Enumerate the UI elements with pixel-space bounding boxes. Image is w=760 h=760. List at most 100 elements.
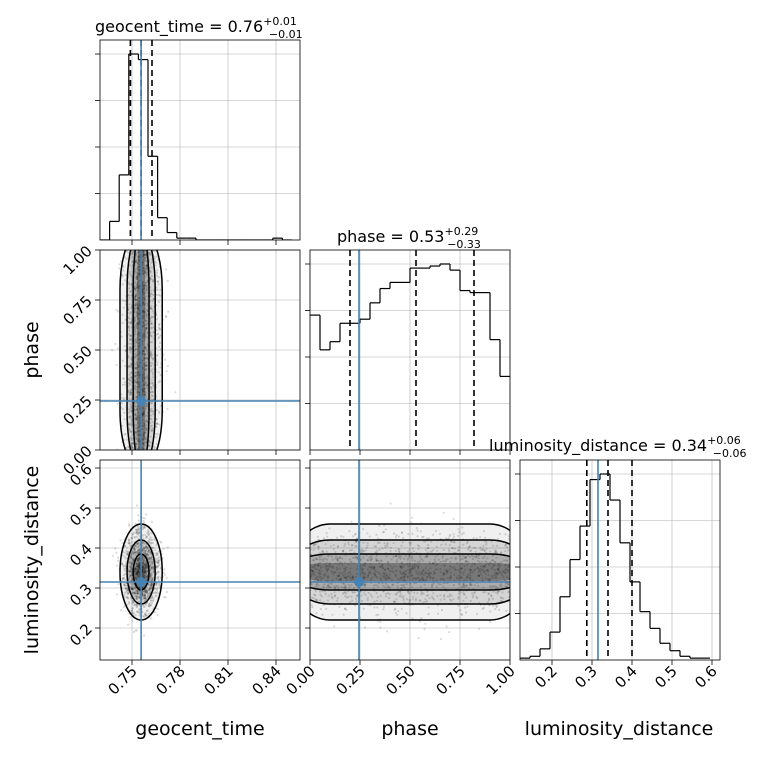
- sample-point: [137, 322, 140, 325]
- sample-point: [141, 301, 145, 304]
- sample-point: [155, 286, 158, 289]
- sample-point: [143, 517, 146, 520]
- sample-point: [144, 378, 147, 381]
- sample-point: [164, 358, 167, 361]
- sample-point: [141, 310, 145, 313]
- sample-point: [130, 362, 133, 365]
- sample-point: [143, 270, 146, 273]
- sample-point: [442, 511, 445, 514]
- sample-point: [144, 328, 147, 332]
- sample-point: [144, 267, 147, 270]
- title-phase-main: phase = 0.53: [337, 227, 444, 246]
- sample-point: [136, 434, 139, 437]
- sample-point: [123, 299, 126, 302]
- sample-point: [131, 252, 134, 255]
- sample-point: [143, 431, 146, 435]
- sample-point: [144, 256, 147, 259]
- sample-point: [127, 356, 130, 359]
- sample-point: [143, 368, 146, 371]
- sample-point: [138, 383, 141, 386]
- sample-point: [137, 305, 140, 308]
- sample-point: [144, 259, 147, 262]
- sample-point: [141, 441, 144, 444]
- sample-point: [135, 417, 138, 420]
- sample-point: [133, 568, 136, 571]
- sample-point: [135, 377, 139, 380]
- sample-point: [142, 349, 145, 352]
- sample-point: [144, 323, 147, 326]
- sample-point: [128, 577, 131, 581]
- sample-point: [128, 408, 131, 411]
- sample-point: [138, 446, 141, 449]
- sample-point: [136, 271, 139, 275]
- sample-point: [145, 356, 148, 359]
- sample-point: [149, 253, 152, 256]
- sample-point: [129, 391, 132, 394]
- sample-point: [136, 309, 139, 312]
- sample-point: [137, 390, 140, 393]
- sample-point: [138, 308, 141, 311]
- sample-point: [156, 288, 159, 292]
- sample-point: [135, 298, 138, 301]
- sample-point: [138, 357, 141, 360]
- sample-point: [142, 310, 145, 313]
- sample-point: [142, 261, 145, 264]
- sample-point: [145, 402, 148, 405]
- sample-point: [129, 436, 132, 439]
- truth-point: [354, 577, 364, 587]
- sample-point: [130, 563, 133, 566]
- sample-point: [142, 250, 146, 252]
- sample-point: [136, 278, 139, 281]
- sample-point: [142, 372, 145, 375]
- sample-point: [144, 346, 147, 349]
- sample-point: [129, 376, 132, 379]
- sample-point: [141, 291, 144, 294]
- sample-point: [124, 279, 127, 282]
- sample-point: [136, 373, 139, 377]
- sample-point: [145, 513, 148, 516]
- sample-point: [144, 271, 147, 275]
- sample-point: [142, 296, 145, 299]
- sample-point: [135, 427, 138, 430]
- sample-point: [149, 320, 152, 323]
- sample-point: [149, 331, 152, 334]
- sample-point: [144, 436, 147, 439]
- sample-point: [137, 371, 140, 374]
- sample-point: [144, 363, 147, 367]
- sample-point: [174, 391, 177, 394]
- sample-point: [136, 255, 139, 258]
- sample-point: [131, 446, 134, 449]
- sample-point: [137, 265, 141, 268]
- sample-point: [138, 364, 141, 367]
- sample-point: [134, 287, 137, 290]
- sample-point: [158, 380, 161, 383]
- sample-point: [143, 318, 146, 321]
- sample-point: [154, 432, 158, 435]
- sample-point: [144, 437, 147, 440]
- sample-point: [121, 321, 124, 325]
- sample-point: [137, 317, 140, 320]
- sample-point: [118, 263, 121, 266]
- sample-point: [146, 269, 149, 272]
- sample-point: [137, 251, 140, 254]
- sample-point: [135, 532, 138, 535]
- sample-point: [149, 435, 152, 438]
- sample-point: [144, 391, 147, 394]
- sample-point: [143, 444, 146, 447]
- sample-point: [144, 420, 147, 423]
- sample-point: [146, 309, 149, 312]
- sample-point: [117, 583, 120, 586]
- sample-point: [152, 390, 155, 393]
- sample-point: [150, 322, 153, 325]
- sample-point: [133, 287, 136, 290]
- sample-point: [137, 331, 141, 335]
- sample-point: [166, 279, 169, 283]
- sample-point: [142, 269, 145, 272]
- sample-point: [141, 373, 144, 376]
- sample-point: [145, 427, 148, 430]
- sample-point: [142, 258, 145, 261]
- sample-point: [155, 261, 158, 264]
- sample-point: [136, 395, 139, 398]
- sample-point: [134, 301, 137, 304]
- x-tick-label: 0.81: [200, 662, 236, 698]
